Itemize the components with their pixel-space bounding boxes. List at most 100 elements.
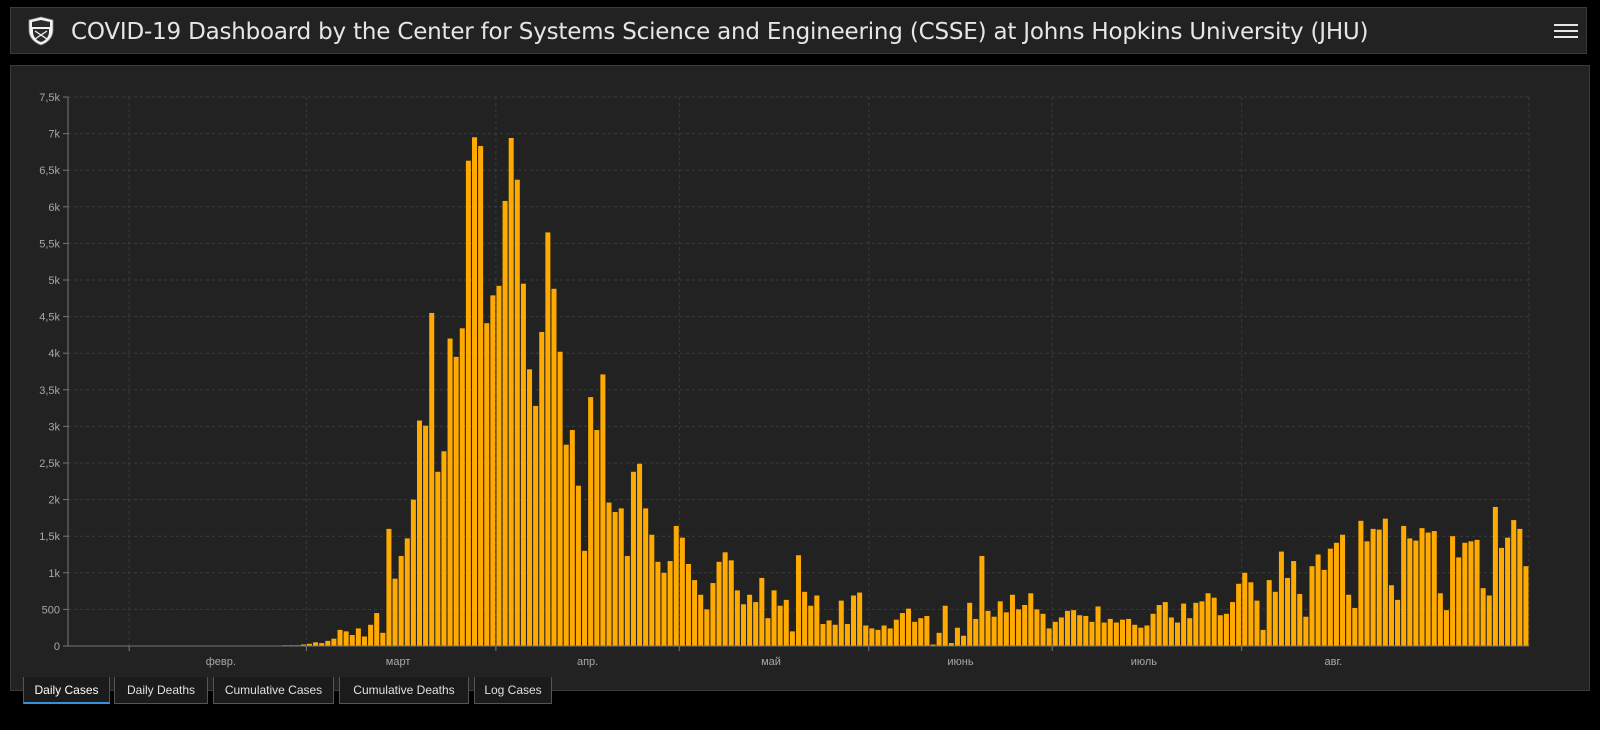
bar[interactable] [331, 638, 337, 646]
bar[interactable] [734, 590, 740, 646]
bar[interactable] [954, 627, 960, 646]
bar[interactable] [716, 561, 722, 646]
bar[interactable] [673, 525, 679, 646]
bar[interactable] [1352, 607, 1358, 646]
bar[interactable] [881, 625, 887, 646]
bar[interactable] [416, 420, 423, 646]
bar[interactable] [582, 550, 588, 646]
bar[interactable] [753, 602, 759, 646]
bar[interactable] [527, 369, 533, 646]
bar[interactable] [667, 561, 673, 646]
bar[interactable] [1498, 547, 1504, 646]
bar[interactable] [1291, 561, 1297, 646]
bar[interactable] [1492, 506, 1498, 646]
bar[interactable] [899, 613, 905, 646]
bar[interactable] [1119, 619, 1125, 646]
bar[interactable] [777, 605, 783, 646]
bar[interactable] [844, 624, 850, 646]
bar[interactable] [423, 425, 429, 646]
bar[interactable] [795, 555, 802, 646]
bar[interactable] [936, 632, 942, 646]
bar[interactable] [967, 602, 973, 646]
bar[interactable] [472, 137, 478, 646]
bar[interactable] [453, 356, 459, 646]
bar[interactable] [306, 643, 312, 646]
bar[interactable] [1303, 616, 1309, 646]
bar[interactable] [918, 618, 924, 646]
bar[interactable] [1340, 534, 1346, 646]
bar[interactable] [1297, 594, 1303, 646]
bar[interactable] [912, 621, 918, 646]
bar[interactable] [1364, 541, 1370, 646]
bar[interactable] [710, 583, 716, 646]
bar[interactable] [1144, 625, 1150, 646]
bar[interactable] [1523, 566, 1529, 646]
bar[interactable] [1272, 591, 1278, 646]
bar[interactable] [1040, 613, 1046, 646]
bar[interactable] [1162, 602, 1168, 646]
bar[interactable] [508, 137, 514, 646]
bar[interactable] [1285, 577, 1291, 646]
bar[interactable] [1456, 557, 1462, 646]
bar[interactable] [1401, 525, 1407, 646]
bar[interactable] [575, 485, 581, 646]
bar[interactable] [661, 572, 667, 646]
bar[interactable] [514, 179, 520, 646]
tab-log-cases[interactable]: Log Cases [474, 677, 552, 704]
bar[interactable] [1480, 588, 1486, 646]
bar[interactable] [374, 613, 380, 646]
bar[interactable] [961, 635, 967, 646]
bar[interactable] [1107, 618, 1113, 646]
bar[interactable] [355, 628, 361, 646]
bar[interactable] [948, 643, 954, 646]
bar[interactable] [942, 605, 948, 646]
bar[interactable] [985, 610, 991, 646]
bar[interactable] [361, 636, 367, 646]
bar[interactable] [392, 578, 398, 646]
bar[interactable] [380, 632, 386, 646]
bar[interactable] [1034, 609, 1040, 646]
bar[interactable] [838, 600, 844, 646]
bar[interactable] [789, 631, 795, 646]
bar[interactable] [502, 200, 508, 646]
bar[interactable] [600, 374, 606, 646]
bar[interactable] [973, 618, 979, 646]
bar[interactable] [1217, 615, 1223, 646]
bar[interactable] [557, 351, 563, 646]
bar[interactable] [1517, 528, 1523, 646]
bar[interactable] [1187, 618, 1193, 646]
bar[interactable] [1278, 551, 1284, 646]
bar[interactable] [1370, 528, 1376, 646]
tab-daily-deaths[interactable]: Daily Deaths [114, 677, 208, 704]
bar[interactable] [728, 560, 734, 646]
bar[interactable] [551, 288, 557, 646]
bar[interactable] [1474, 539, 1480, 646]
bar[interactable] [1064, 610, 1070, 646]
bar[interactable] [349, 635, 355, 646]
bar[interactable] [1199, 601, 1205, 646]
bar[interactable] [313, 642, 319, 646]
bar[interactable] [539, 331, 545, 646]
bar[interactable] [887, 628, 893, 646]
bar[interactable] [1205, 593, 1211, 646]
tab-cumulative-cases[interactable]: Cumulative Cases [213, 677, 334, 704]
bar[interactable] [1376, 529, 1382, 646]
bar[interactable] [1486, 595, 1492, 646]
bar[interactable] [808, 605, 814, 646]
bar[interactable] [1193, 602, 1199, 646]
bar[interactable] [1505, 537, 1511, 646]
bar[interactable] [368, 624, 374, 646]
bar[interactable] [1321, 569, 1327, 646]
bar[interactable] [765, 618, 771, 646]
bar[interactable] [1077, 615, 1083, 646]
bar[interactable] [869, 628, 875, 646]
bar[interactable] [1095, 606, 1101, 646]
bar[interactable] [814, 595, 820, 646]
bar[interactable] [337, 629, 343, 646]
bar[interactable] [704, 609, 710, 646]
bar[interactable] [832, 624, 838, 646]
bar[interactable] [343, 631, 349, 646]
bar[interactable] [924, 615, 930, 646]
bar[interactable] [1156, 605, 1162, 646]
bar[interactable] [1407, 538, 1413, 646]
